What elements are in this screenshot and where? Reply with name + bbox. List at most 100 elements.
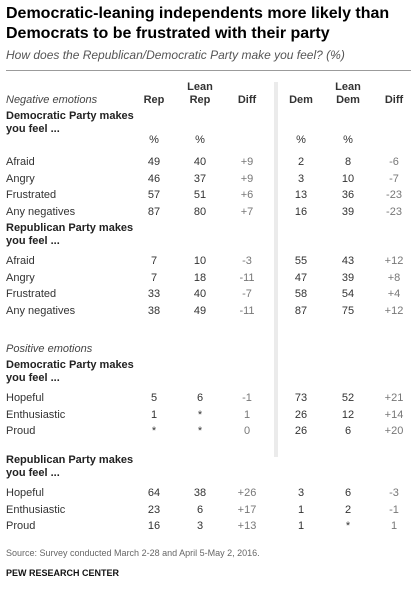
data-value: 43 — [341, 255, 355, 267]
column-divider — [274, 82, 278, 457]
data-value: +17 — [237, 503, 257, 516]
row-label: Angry — [6, 172, 35, 185]
data-value: * — [345, 520, 351, 532]
data-value: 2 — [297, 156, 305, 168]
data-value: +4 — [387, 288, 401, 300]
data-value: 3 — [297, 172, 305, 185]
data-value: +6 — [240, 189, 254, 201]
data-value: +12 — [384, 304, 404, 317]
data-value: -3 — [389, 487, 399, 499]
row-label: Any negatives — [6, 304, 76, 317]
data-value: 12 — [341, 408, 355, 421]
data-value: 3 — [297, 487, 305, 499]
data-value: 0 — [243, 425, 251, 437]
section-label-positive: Positive emotions — [6, 343, 93, 355]
data-value: 10 — [193, 255, 207, 267]
group-label: you feel ... — [6, 123, 60, 135]
row-label: Proud — [6, 520, 36, 532]
column-header: Lean — [335, 81, 361, 93]
data-value: +13 — [237, 520, 257, 532]
data-value: 39 — [341, 205, 355, 218]
row-label: Any negatives — [6, 205, 76, 218]
data-value: 57 — [147, 189, 161, 201]
data-value: 64 — [147, 487, 161, 499]
data-value: 16 — [294, 205, 308, 218]
data-value: 6 — [344, 425, 352, 437]
data-value: 49 — [193, 304, 207, 317]
data-value: 47 — [294, 271, 308, 284]
data-value: 6 — [196, 392, 204, 404]
column-header: Lean — [187, 81, 213, 93]
row-label: Hopeful — [6, 392, 44, 404]
percent-sign: % — [195, 134, 205, 146]
data-value: -1 — [242, 392, 252, 404]
data-value: -7 — [242, 288, 252, 300]
data-value: -7 — [389, 172, 399, 185]
percent-sign: % — [149, 134, 159, 146]
data-value: 75 — [341, 304, 355, 317]
pew-brand: PEW RESEARCH CENTER — [6, 568, 120, 578]
data-value: +9 — [240, 172, 254, 185]
column-header: Diff — [237, 94, 257, 106]
data-value: 51 — [193, 189, 207, 201]
data-value: 1 — [243, 408, 251, 421]
data-value: 55 — [294, 255, 308, 267]
data-value: 23 — [147, 503, 161, 516]
data-value: 40 — [193, 156, 207, 168]
data-value: 16 — [147, 520, 161, 532]
data-value: 3 — [196, 520, 204, 532]
data-value: 2 — [344, 503, 352, 516]
data-value: 46 — [147, 172, 161, 185]
column-header: Dem — [289, 94, 313, 106]
row-label: Hopeful — [6, 487, 44, 499]
data-value: 1 — [150, 408, 158, 421]
data-value: 1 — [297, 520, 305, 532]
row-label: Enthusiastic — [6, 503, 66, 516]
data-value: 6 — [344, 487, 352, 499]
row-label: Angry — [6, 271, 35, 284]
data-value: 1 — [297, 503, 305, 516]
data-value: 54 — [341, 288, 355, 300]
data-value: +7 — [240, 205, 254, 218]
row-label: Afraid — [6, 255, 35, 267]
group-label: Republican Party makes — [6, 222, 134, 234]
data-value: 5 — [150, 392, 158, 404]
column-header: Dem — [336, 94, 360, 106]
data-value: -3 — [242, 255, 252, 267]
column-header: Rep — [143, 94, 165, 106]
chart-title: Democratic-leaning independents more lik… — [6, 5, 390, 42]
data-value: 33 — [147, 288, 161, 300]
data-value: +9 — [240, 156, 254, 168]
data-value: 1 — [390, 520, 398, 532]
data-value: +26 — [237, 487, 257, 499]
data-value: 13 — [294, 189, 308, 201]
data-value: -23 — [386, 205, 402, 218]
chart-subtitle: How does the Republican/Democratic Party… — [6, 48, 345, 62]
data-value: 7 — [150, 255, 158, 267]
data-value: 52 — [341, 392, 355, 404]
row-label: Proud — [6, 425, 36, 437]
data-value: 8 — [344, 156, 352, 168]
group-label: you feel ... — [6, 235, 60, 247]
data-value: +20 — [384, 425, 404, 437]
data-value: -23 — [386, 189, 402, 201]
column-header: Rep — [189, 94, 211, 106]
data-value: 26 — [294, 408, 308, 421]
group-label: Democratic Party makes — [6, 359, 134, 371]
row-label: Afraid — [6, 156, 35, 168]
group-label: you feel ... — [6, 372, 60, 384]
group-label: Republican Party makes — [6, 454, 134, 466]
data-value: * — [197, 408, 203, 421]
data-value: 39 — [341, 271, 355, 284]
data-value: -11 — [239, 304, 255, 317]
data-value: 49 — [147, 156, 161, 168]
group-label: Democratic Party makes — [6, 110, 134, 122]
data-value: 26 — [294, 425, 308, 437]
data-value: 37 — [193, 172, 207, 185]
data-value: * — [151, 425, 157, 437]
data-value: 38 — [193, 487, 207, 499]
data-value: 58 — [294, 288, 308, 300]
data-value: 18 — [193, 271, 207, 284]
data-value: 6 — [196, 503, 204, 516]
data-value: 36 — [341, 189, 355, 201]
